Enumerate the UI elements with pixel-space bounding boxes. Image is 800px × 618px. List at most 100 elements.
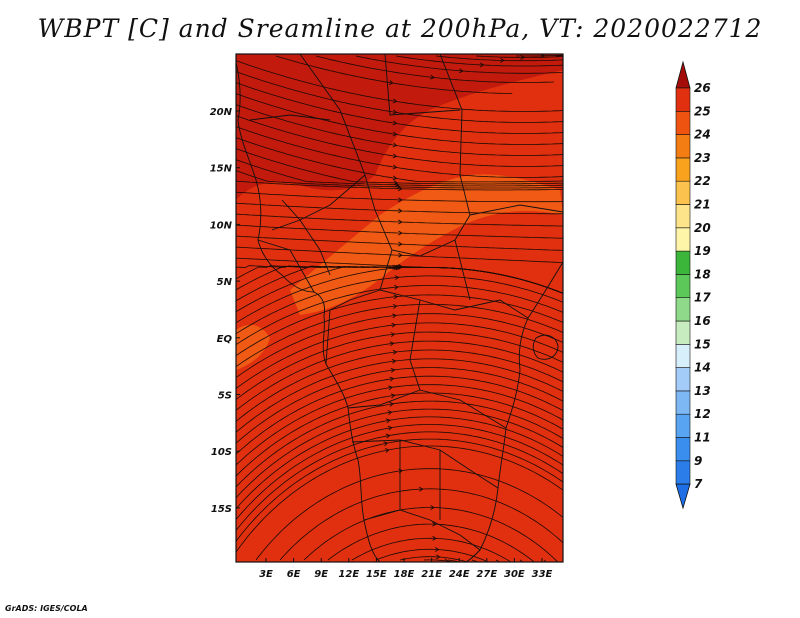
lon-label: 33E <box>532 569 553 580</box>
colorbar-label: 25 <box>694 104 711 118</box>
colorbar-top-triangle <box>675 60 691 89</box>
streamline-arrow <box>388 80 394 86</box>
streamline <box>555 55 563 57</box>
streamline-arrow <box>385 418 391 424</box>
streamline-arrow <box>398 241 403 247</box>
streamline-arrow <box>394 182 400 188</box>
wbpt-fill-light-band <box>290 174 563 315</box>
streamline <box>236 235 563 251</box>
chart-title: WBPT [C] and Sreamline at 200hPa, VT: 20… <box>37 14 763 43</box>
streamlines <box>236 54 563 562</box>
streamline-arrow <box>392 164 398 170</box>
streamline <box>543 559 547 562</box>
streamline <box>236 349 563 422</box>
colorbar: 7 9 11 12 13 14 15 16 17 18 19 20 21 22 23 24 25 26 <box>675 60 711 510</box>
border-3 <box>384 54 461 116</box>
colorbar-label: 12 <box>694 407 711 421</box>
lon-label: 21E <box>421 569 442 580</box>
streamline <box>236 285 563 346</box>
lon-label: 9E <box>314 569 328 580</box>
streamline-arrow <box>430 505 435 510</box>
colorbar-label: 22 <box>694 174 711 188</box>
colorbar-segment <box>675 204 691 229</box>
streamline <box>236 445 563 553</box>
streamline-arrow <box>398 219 403 225</box>
streamline-arrow <box>390 393 396 399</box>
lat-label: 5N <box>217 277 233 288</box>
colorbar-label: 20 <box>694 221 711 235</box>
streamline <box>236 275 563 335</box>
streamline-arrow <box>390 332 396 337</box>
country-borders <box>236 54 563 562</box>
streamline <box>236 424 563 521</box>
colorbar-label: 11 <box>694 431 711 445</box>
longitude-labels: 3E 6E 9E 12E 15E 18E 21E 24E 27E 30E 33E <box>259 558 553 580</box>
border-4 <box>469 204 563 216</box>
colorbar-segment <box>675 343 691 368</box>
streamline-arrow <box>396 184 401 190</box>
colorbar-segment <box>675 274 691 298</box>
colorbar-segment <box>675 180 691 205</box>
streamline-arrow <box>432 521 437 527</box>
streamline-arrow <box>444 558 449 562</box>
streamline <box>236 224 563 239</box>
streamline-arrow <box>394 275 400 281</box>
streamline <box>327 523 535 562</box>
streamline-arrow <box>391 322 397 328</box>
colorbar-label: 9 <box>694 454 702 468</box>
lon-label: 18E <box>394 569 415 580</box>
streamline-arrow <box>393 180 399 186</box>
colorbar-label: 13 <box>694 384 711 398</box>
streamline-arrow <box>394 284 399 290</box>
border-2 <box>271 174 366 231</box>
streamline <box>236 213 563 227</box>
streamline <box>236 180 563 191</box>
streamline-arrow <box>389 376 395 382</box>
colorbar-label: 17 <box>694 291 711 305</box>
streamline <box>279 488 563 561</box>
lat-label: EQ <box>217 334 233 345</box>
streamline-arrow <box>384 448 390 453</box>
lon-label: 15E <box>366 569 387 580</box>
colorbar-segment <box>675 111 691 135</box>
streamline-arrow <box>432 535 437 541</box>
colorbar-label: 15 <box>694 337 711 351</box>
streamline-arrow <box>430 74 435 80</box>
colorbar-label: 7 <box>694 477 703 491</box>
colorbar-label: 23 <box>694 151 711 165</box>
border-1 <box>299 54 471 257</box>
streamline <box>236 358 563 433</box>
credit-label: GrADS: IGES/COLA <box>5 604 88 613</box>
colorbar-segment <box>675 227 691 252</box>
streamline-arrow <box>388 385 393 391</box>
streamline-arrow <box>392 313 397 319</box>
border-7 <box>454 239 471 301</box>
lat-label: 20N <box>210 107 233 118</box>
streamline <box>236 294 563 357</box>
colorbar-label: 21 <box>694 198 711 212</box>
streamline-arrow <box>392 98 398 104</box>
lon-label: 24E <box>449 569 470 580</box>
streamline-arrow <box>392 175 398 181</box>
streamline <box>516 54 563 57</box>
streamline-arrow <box>418 486 424 492</box>
streamline <box>236 400 563 488</box>
streamline <box>355 55 563 74</box>
colorbar-segment <box>675 297 691 322</box>
lat-label: 5S <box>218 391 232 402</box>
streamline-arrow <box>459 68 464 74</box>
streamline-arrow <box>392 131 398 137</box>
streamline <box>447 559 461 562</box>
colorbar-segment <box>675 157 691 182</box>
streamline <box>236 266 563 324</box>
streamline-arrow <box>435 554 441 560</box>
streamline <box>519 559 524 562</box>
streamline-arrow <box>393 294 399 300</box>
border-11 <box>363 509 481 551</box>
streamline-arrow <box>500 57 505 63</box>
colorbar-segment <box>675 390 691 415</box>
border-6 <box>379 289 529 319</box>
colorbar-bottom-triangle <box>675 483 691 510</box>
lon-label: 6E <box>287 569 301 580</box>
wbpt-fill-light-west <box>236 324 270 370</box>
